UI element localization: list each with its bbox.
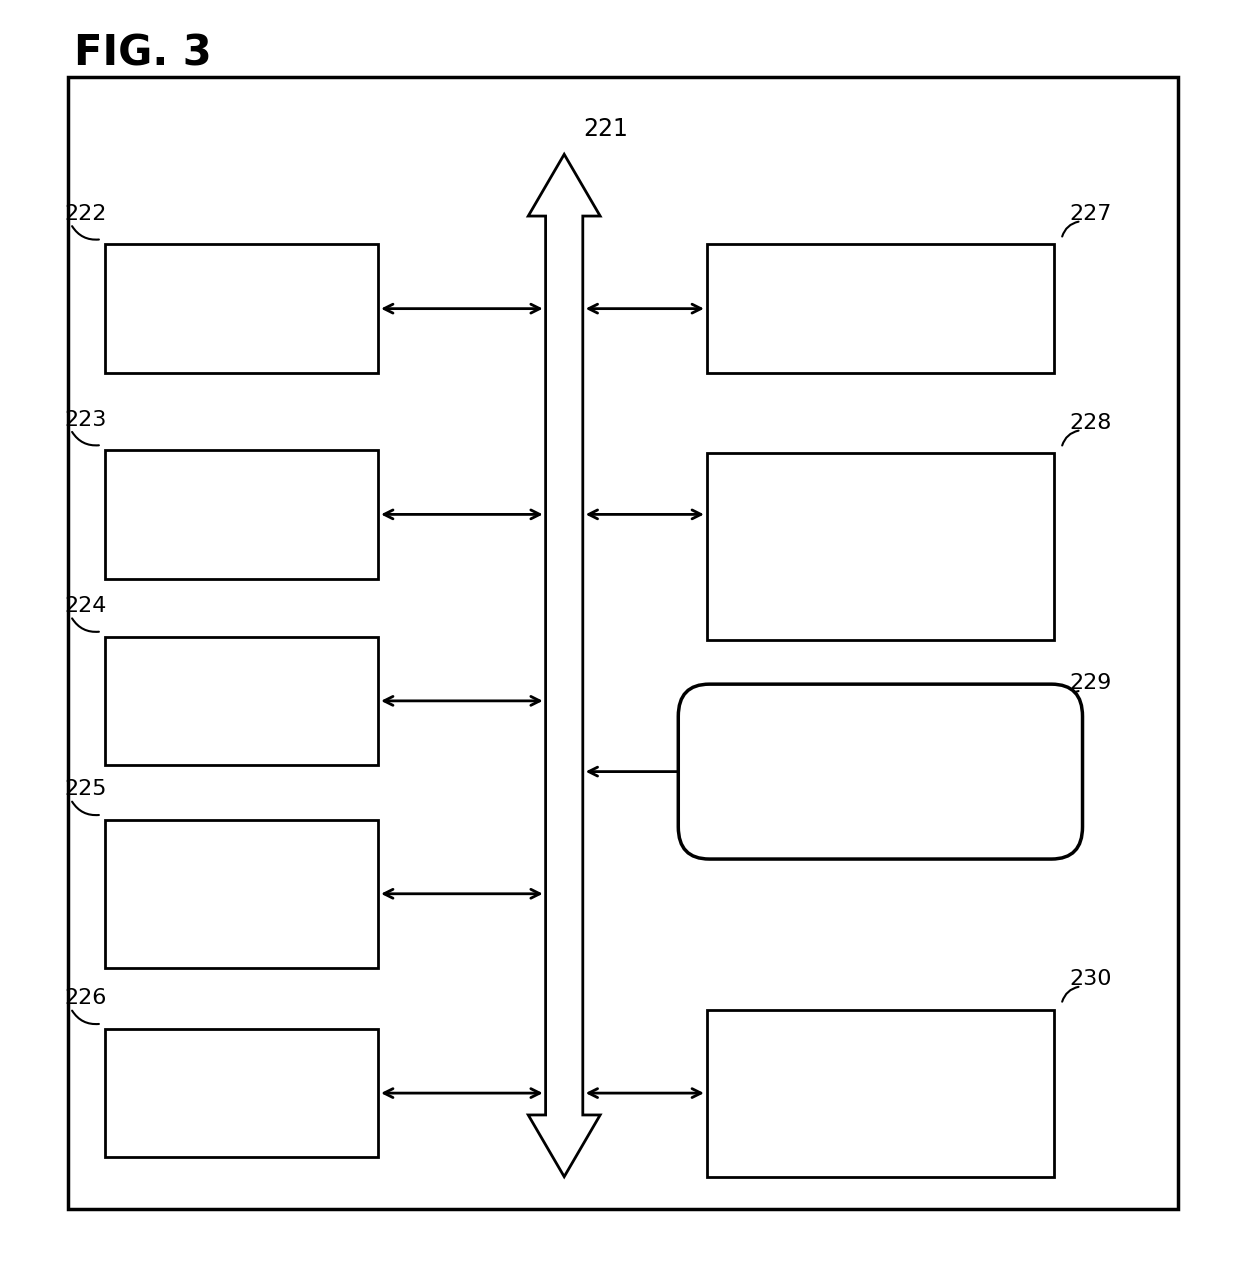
Text: 225: 225 <box>64 779 107 799</box>
Bar <box>68 77 1178 1209</box>
Text: 229: 229 <box>1069 673 1111 693</box>
Bar <box>105 820 378 967</box>
Bar <box>105 450 378 579</box>
Text: 222: 222 <box>64 203 107 224</box>
Text: 227: 227 <box>1069 203 1111 224</box>
Text: 226: 226 <box>64 988 107 1008</box>
Text: BIOMETRIC
INFORMATION
SENSOR: BIOMETRIC INFORMATION SENSOR <box>802 513 959 580</box>
Bar <box>707 244 1054 373</box>
Text: 223: 223 <box>64 409 107 430</box>
Text: STORAGE
DEVICE: STORAGE DEVICE <box>188 872 295 916</box>
Text: 224: 224 <box>64 595 107 616</box>
Text: 230: 230 <box>1069 968 1111 989</box>
Text: FIG. 3: FIG. 3 <box>74 32 212 75</box>
Text: RAM: RAM <box>217 504 267 525</box>
Bar <box>707 454 1054 640</box>
Text: NETWORK I/F: NETWORK I/F <box>806 298 955 319</box>
Bar <box>105 637 378 765</box>
Text: 221: 221 <box>583 117 627 141</box>
Text: TPM: TPM <box>218 1083 265 1103</box>
Polygon shape <box>528 154 600 1177</box>
Bar <box>105 244 378 373</box>
Bar <box>707 1010 1054 1177</box>
Text: TOUCH PANEL: TOUCH PANEL <box>802 761 959 782</box>
Text: ROM: ROM <box>216 691 268 711</box>
Bar <box>105 1029 378 1157</box>
Text: 228: 228 <box>1069 413 1111 432</box>
FancyBboxPatch shape <box>678 684 1083 859</box>
Text: PROXIMITY
COMMUNICATION
I/F: PROXIMITY COMMUNICATION I/F <box>784 1060 977 1127</box>
Text: CPU: CPU <box>219 298 264 319</box>
